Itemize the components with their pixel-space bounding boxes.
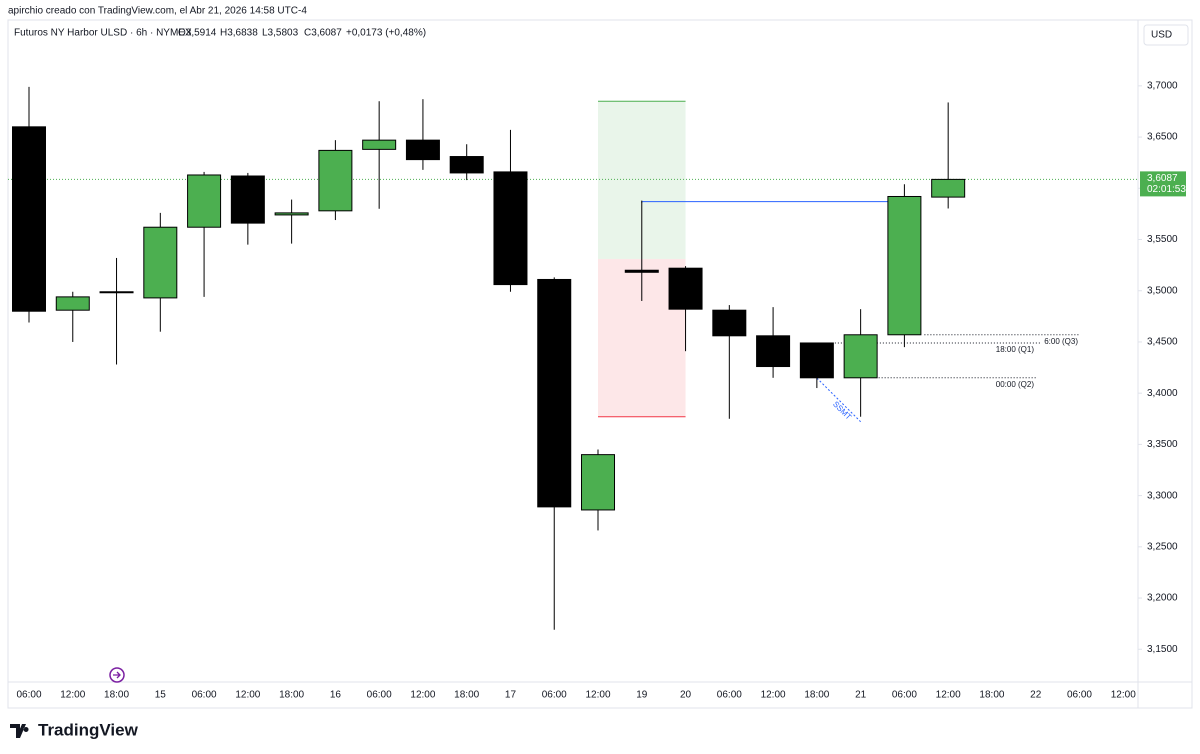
last-price-label: 3,6087	[1147, 173, 1178, 184]
x-tick-label: 06:00	[367, 690, 392, 701]
candle-body	[537, 278, 572, 508]
x-tick-label: 18:00	[104, 690, 129, 701]
candle-body	[230, 175, 265, 224]
currency[interactable]: USD	[1151, 30, 1172, 41]
last-price-badge	[1140, 171, 1186, 197]
ohlc-text: O3,5914	[178, 28, 217, 39]
candle-body	[318, 149, 353, 212]
ohlc-text: H3,6838	[220, 28, 258, 39]
candle-body	[187, 174, 222, 228]
x-tick-label: 15	[155, 690, 167, 701]
credit: apirchio creado con TradingView.com, el …	[8, 6, 307, 17]
candle-body	[712, 309, 747, 337]
candle-body	[12, 126, 46, 312]
candle-body	[581, 454, 616, 511]
y-tick-label: 3,2500	[1147, 541, 1178, 552]
x-tick-label: 18:00	[979, 690, 1004, 701]
y-tick-label: 3,5000	[1147, 285, 1178, 296]
candle-body	[405, 139, 440, 161]
x-tick-label: 12:00	[1111, 690, 1136, 701]
x-tick-label: 06:00	[717, 690, 742, 701]
x-tick-label: 12:00	[761, 690, 786, 701]
y-tick-label: 3,4000	[1147, 388, 1178, 399]
x-tick-label: 22	[1030, 690, 1042, 701]
symbol: Futuros NY Harbor ULSD · 6h · NYMEX	[14, 28, 192, 39]
event-icon[interactable]	[109, 667, 125, 683]
x-tick-label: 17	[505, 690, 517, 701]
level-label: 6:00 (Q3)	[1044, 337, 1078, 346]
candle-body	[493, 171, 528, 286]
x-tick-label: 16	[330, 690, 342, 701]
ohlc-text: L3,5803	[262, 28, 299, 39]
currency-button[interactable]	[1143, 24, 1189, 46]
candle-body	[362, 139, 397, 150]
candle-body	[449, 156, 484, 174]
candle-body	[756, 335, 791, 368]
x-tick-label: 06:00	[892, 690, 917, 701]
level-label: 18:00 (Q1)	[996, 345, 1035, 354]
candle-body	[799, 342, 834, 379]
ohlc-text: C3,6087	[304, 28, 342, 39]
candle-body	[624, 269, 659, 273]
ohlc-text: +0,0173 (+0,48%)	[346, 28, 426, 39]
x-tick-label: 21	[855, 690, 867, 701]
logo	[10, 724, 29, 738]
event-icon-arrow	[113, 671, 121, 679]
y-tick-label: 3,3000	[1147, 490, 1178, 501]
x-tick-label: 18:00	[804, 690, 829, 701]
x-tick-label: 06:00	[16, 690, 41, 701]
chart-frame	[7, 19, 1193, 709]
x-tick-label: 12:00	[936, 690, 961, 701]
y-tick-label: 3,6500	[1147, 132, 1178, 143]
level-label: 00:00 (Q2)	[996, 380, 1035, 389]
x-tick-label: 06:00	[542, 690, 567, 701]
candle-body	[99, 291, 134, 294]
y-tick-label: 3,2000	[1147, 593, 1178, 604]
x-tick-label: 12:00	[410, 690, 435, 701]
x-tick-label: 18:00	[279, 690, 304, 701]
candle-body	[931, 178, 966, 198]
brand: TradingView	[38, 720, 139, 739]
x-tick-label: 12:00	[235, 690, 260, 701]
candle-body	[274, 212, 309, 216]
candle-body	[887, 195, 922, 336]
candle-body	[55, 296, 90, 311]
x-tick-label: 12:00	[60, 690, 85, 701]
x-tick-label: 06:00	[192, 690, 217, 701]
candle-body	[143, 226, 178, 299]
y-tick-label: 3,3500	[1147, 439, 1178, 450]
x-tick-label: 20	[680, 690, 692, 701]
y-tick-label: 3,4500	[1147, 337, 1178, 348]
y-tick-label: 3,1500	[1147, 644, 1178, 655]
candle-body	[843, 334, 878, 379]
x-tick-label: 19	[636, 690, 648, 701]
countdown: 02:01:53	[1147, 184, 1186, 195]
x-tick-label: 06:00	[1067, 690, 1092, 701]
x-tick-label: 18:00	[454, 690, 479, 701]
x-tick-label: 12:00	[585, 690, 610, 701]
candle-body	[668, 267, 703, 310]
y-tick-label: 3,7000	[1147, 80, 1178, 91]
y-tick-label: 3,5500	[1147, 234, 1178, 245]
